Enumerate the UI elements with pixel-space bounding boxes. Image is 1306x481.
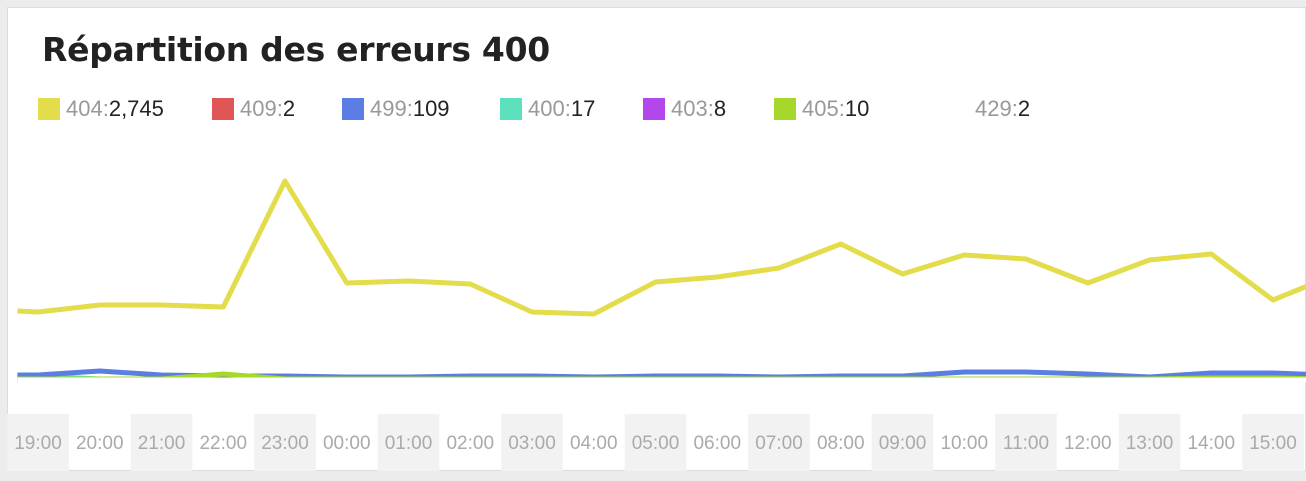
x-band-13:00 — [1118, 414, 1181, 471]
x-band-15:00 — [1242, 414, 1304, 471]
legend-swatch-429 — [947, 98, 969, 120]
x-band-09:00 — [871, 414, 934, 471]
x-tick-label: 15:00 — [1249, 433, 1297, 454]
legend-value-405: 10 — [844, 96, 870, 121]
legend-label-429: 429: — [975, 96, 1018, 121]
x-band-23:00 — [254, 414, 316, 471]
legend-label-400: 400: — [528, 96, 571, 121]
legend-swatch-404 — [38, 98, 60, 120]
legend-item-409[interactable]: 409: 2 — [212, 96, 342, 122]
legend-swatch-400 — [500, 98, 522, 120]
series-lines — [17, 178, 1306, 383]
x-band-03:00 — [501, 414, 563, 471]
x-tick-label: 23:00 — [261, 433, 309, 454]
legend-swatch-403 — [643, 98, 665, 120]
chart-title: Répartition des erreurs 400 — [42, 30, 550, 69]
x-axis-ticks: 19:00 20:00 21:00 22:00 23:00 00:00 01:00 02:00… — [14, 433, 1297, 454]
series-line-404[interactable] — [17, 178, 1306, 317]
x-tick-label: 02:00 — [446, 433, 494, 454]
legend-value-499: 109 — [412, 96, 450, 121]
legend-item-404[interactable]: 404: 2,745 — [38, 96, 212, 122]
legend-label-405: 405: — [802, 96, 845, 121]
legend-label-409: 409: — [240, 96, 283, 121]
legend-value-404: 2,745 — [108, 96, 164, 121]
x-band-01:00 — [377, 414, 440, 471]
x-band-11:00 — [995, 414, 1057, 471]
legend-value-429: 2 — [1017, 96, 1031, 121]
x-band-19:00 — [7, 414, 69, 471]
legend-item-403[interactable]: 403: 8 — [643, 96, 774, 122]
x-tick-label: 21:00 — [138, 433, 186, 454]
x-axis-bands — [7, 414, 1304, 471]
x-tick-label: 04:00 — [570, 433, 618, 454]
legend-value-403: 8 — [713, 96, 727, 121]
x-tick-label: 06:00 — [693, 433, 741, 454]
x-tick-label: 20:00 — [76, 433, 124, 454]
x-band-07:00 — [748, 414, 810, 471]
chart-legend: 404: 2,745 409: 2 499: 109 400: 17 403: 8 405… — [38, 94, 1067, 124]
x-tick-label: 22:00 — [199, 433, 247, 454]
legend-swatch-499 — [342, 98, 364, 120]
x-tick-label: 19:00 — [14, 433, 62, 454]
x-band-21:00 — [130, 414, 193, 471]
x-tick-label: 14:00 — [1187, 433, 1235, 454]
legend-label-499: 499: — [370, 96, 413, 121]
legend-item-400[interactable]: 400: 17 — [500, 96, 643, 122]
legend-value-400: 17 — [570, 96, 596, 121]
x-tick-label: 01:00 — [385, 433, 433, 454]
x-tick-label: 13:00 — [1126, 433, 1174, 454]
x-tick-label: 03:00 — [508, 433, 556, 454]
x-tick-label: 05:00 — [632, 433, 680, 454]
legend-item-499[interactable]: 499: 109 — [342, 96, 500, 122]
x-tick-label: 08:00 — [817, 433, 865, 454]
legend-label-404: 404: — [66, 96, 109, 121]
x-tick-label: 10:00 — [940, 433, 988, 454]
x-tick-label: 00:00 — [323, 433, 371, 454]
x-tick-label: 09:00 — [879, 433, 927, 454]
legend-item-405[interactable]: 405: 10 — [774, 96, 947, 122]
chart-card: Répartition des erreurs 400 404: 2,745 40… — [7, 7, 1306, 471]
legend-item-429[interactable]: 429: 2 — [947, 96, 1067, 122]
x-tick-label: 11:00 — [1003, 433, 1049, 454]
legend-label-403: 403: — [671, 96, 714, 121]
x-tick-label: 07:00 — [755, 433, 803, 454]
legend-swatch-405 — [774, 98, 796, 120]
x-tick-label: 12:00 — [1064, 433, 1112, 454]
x-band-05:00 — [624, 414, 687, 471]
legend-swatch-409 — [212, 98, 234, 120]
legend-value-409: 2 — [282, 96, 296, 121]
